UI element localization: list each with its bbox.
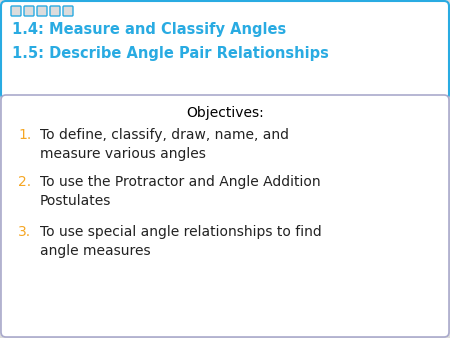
- FancyBboxPatch shape: [37, 6, 47, 16]
- FancyBboxPatch shape: [11, 6, 21, 16]
- Text: 1.4: Measure and Classify Angles: 1.4: Measure and Classify Angles: [12, 22, 286, 37]
- FancyBboxPatch shape: [1, 1, 449, 99]
- Text: Objectives:: Objectives:: [186, 106, 264, 120]
- Text: To define, classify, draw, name, and
measure various angles: To define, classify, draw, name, and mea…: [40, 128, 289, 161]
- FancyBboxPatch shape: [1, 95, 449, 337]
- Text: 2.: 2.: [18, 175, 31, 189]
- Text: 1.: 1.: [18, 128, 31, 142]
- FancyBboxPatch shape: [24, 6, 34, 16]
- Text: To use special angle relationships to find
angle measures: To use special angle relationships to fi…: [40, 225, 322, 258]
- Text: To use the Protractor and Angle Addition
Postulates: To use the Protractor and Angle Addition…: [40, 175, 320, 208]
- FancyBboxPatch shape: [63, 6, 73, 16]
- Text: 3.: 3.: [18, 225, 31, 239]
- Text: 1.5: Describe Angle Pair Relationships: 1.5: Describe Angle Pair Relationships: [12, 46, 329, 61]
- FancyBboxPatch shape: [50, 6, 60, 16]
